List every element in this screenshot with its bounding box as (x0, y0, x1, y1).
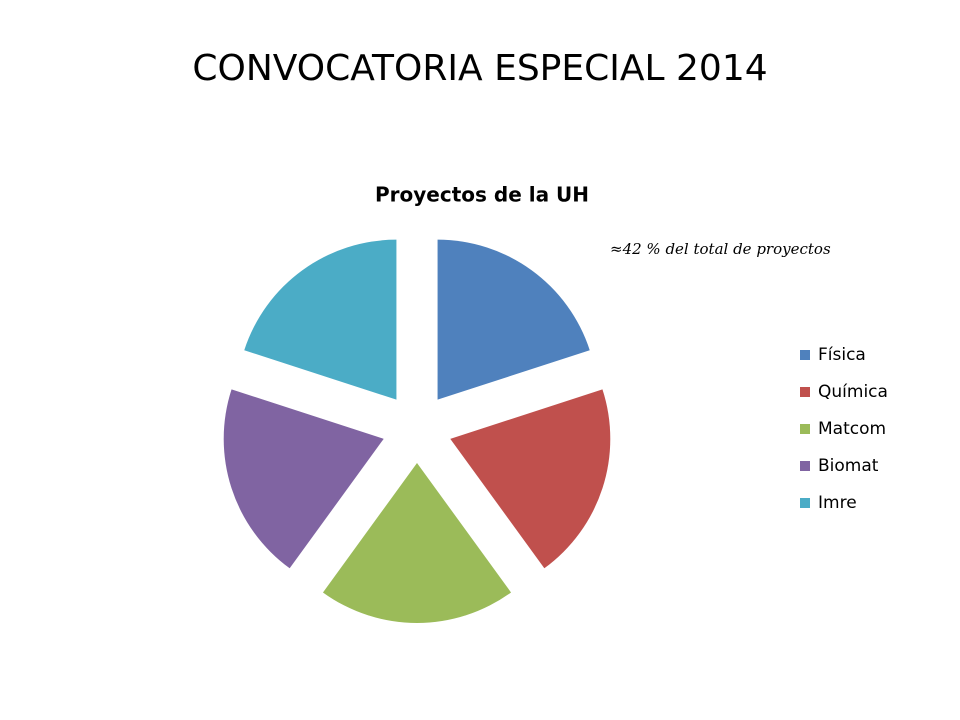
pie-slice (437, 239, 590, 400)
legend-text: Matcom (818, 419, 886, 439)
legend-text: Biomat (818, 456, 879, 476)
pie-slice (322, 463, 512, 623)
legend-swatch (800, 498, 810, 508)
legend-swatch (800, 387, 810, 397)
slide-title: CONVOCATORIA ESPECIAL 2014 (192, 48, 767, 89)
legend-swatch (800, 461, 810, 471)
legend-text: Química (818, 382, 888, 402)
pie-slice (223, 389, 384, 569)
legend-text: Física (818, 345, 866, 365)
pie-slice (244, 239, 397, 400)
annotation: ≈42 % del total de proyectos (610, 240, 831, 258)
legend-swatch (800, 350, 810, 360)
pie-slice (450, 389, 611, 569)
chart-title: Proyectos de la UH (375, 183, 589, 207)
legend-text: Imre (818, 493, 857, 513)
legend-swatch (800, 424, 810, 434)
